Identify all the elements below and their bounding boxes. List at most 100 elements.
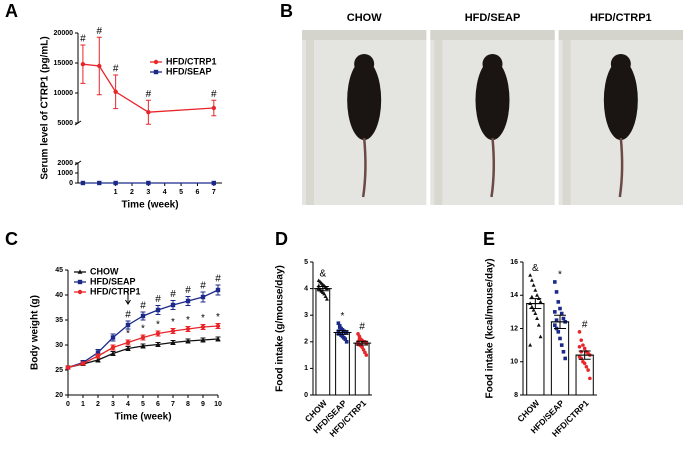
ruler	[302, 30, 427, 40]
data-point	[559, 311, 564, 316]
x-tick-label: 2	[96, 401, 100, 408]
annotation: *	[156, 320, 160, 331]
data-point	[185, 338, 191, 343]
mouse-head	[482, 54, 503, 74]
data-point	[535, 316, 540, 320]
y-axis-label: Food intake (g/mouse/day)	[275, 265, 286, 392]
series-line	[67, 338, 219, 369]
data-point	[582, 346, 587, 351]
data-point	[110, 345, 116, 350]
mouse-body	[347, 60, 382, 140]
x-tick-label: 4	[163, 189, 167, 196]
bar	[575, 354, 594, 396]
data-point	[140, 343, 146, 348]
error-bar	[333, 330, 352, 335]
data-point	[200, 337, 206, 342]
data-point	[110, 350, 116, 356]
annotation: #	[140, 301, 146, 312]
x-tick-label: 9	[201, 401, 205, 408]
y-tick-label: 10000	[54, 90, 74, 97]
annotation: &	[532, 263, 539, 274]
data-point	[211, 180, 217, 186]
data-point	[323, 294, 328, 299]
arrow	[125, 288, 131, 305]
data-point	[146, 180, 151, 186]
annotation: *	[558, 270, 562, 281]
y-tick-label: 1	[304, 365, 308, 372]
annotation: #	[155, 294, 161, 305]
data-point	[97, 180, 102, 186]
data-point	[559, 343, 564, 347]
data-point	[582, 361, 587, 366]
y-tick-label: 5	[304, 259, 308, 266]
data-point	[561, 349, 566, 354]
legend-label: HFD/CTRP1	[90, 286, 141, 296]
legend-label: CHOW	[90, 266, 119, 276]
data-point	[533, 288, 538, 292]
data-point	[529, 304, 534, 309]
data-point	[581, 343, 585, 347]
y-axis-label: Serum level of CTRP1 (pg/mL)	[40, 36, 51, 179]
data-point	[554, 290, 559, 294]
data-point	[113, 89, 118, 95]
data-point	[553, 280, 557, 284]
data-point	[97, 63, 102, 69]
annotation: #	[113, 64, 119, 75]
data-point	[556, 330, 561, 334]
data-point	[343, 337, 348, 341]
data-point	[356, 332, 360, 336]
ruler	[434, 40, 443, 205]
bar	[315, 288, 331, 396]
x-tick-label: 1	[81, 401, 85, 408]
legend-label: HFD/CTRP1	[166, 56, 217, 66]
data-point	[588, 376, 592, 381]
x-tick-label: 3	[111, 401, 115, 408]
annotation: #	[200, 281, 206, 292]
legend-marker	[77, 269, 83, 274]
mouse-tail	[490, 137, 496, 198]
annotation: #	[125, 310, 131, 321]
y-tick-label: 15000	[54, 60, 74, 67]
bar	[526, 303, 545, 396]
data-point	[357, 334, 362, 339]
data-point	[553, 323, 557, 327]
y-tick-label: 40	[55, 292, 63, 299]
x-tick-label: 4	[126, 401, 130, 408]
data-point	[125, 345, 131, 351]
error-bar	[313, 285, 332, 292]
ruler	[306, 40, 314, 205]
data-point	[146, 110, 151, 115]
annotation: #	[215, 274, 221, 285]
data-point	[529, 294, 534, 299]
data-point	[155, 341, 161, 347]
x-tick-label: 7	[212, 189, 216, 196]
panel-label: A	[5, 1, 18, 21]
ruler	[562, 40, 571, 205]
y-tick-label: 25	[55, 367, 63, 374]
annotation: #	[96, 26, 102, 37]
ruler	[430, 30, 555, 40]
data-point	[561, 316, 566, 321]
data-point	[95, 350, 101, 355]
annotation: *	[171, 317, 175, 328]
panel-label: E	[483, 229, 495, 249]
x-tick-label: 10	[214, 401, 222, 408]
annotation: #	[582, 319, 588, 330]
data-point	[361, 347, 366, 352]
data-point	[538, 334, 543, 339]
data-point	[337, 325, 342, 329]
data-point	[360, 345, 364, 349]
data-point	[80, 61, 86, 67]
data-point	[336, 321, 341, 325]
x-tick-label: 7	[171, 401, 175, 408]
mouse-tail	[618, 137, 624, 198]
y-tick-label: 10	[510, 359, 518, 366]
legend-label: HFD/SEAP	[90, 276, 136, 286]
y-tick-label: 3	[304, 312, 308, 319]
y-tick-label: 2	[304, 339, 308, 346]
data-point	[577, 344, 582, 349]
annotation: *	[201, 313, 205, 324]
annotation: #	[170, 289, 176, 300]
mouse-body	[475, 60, 510, 140]
